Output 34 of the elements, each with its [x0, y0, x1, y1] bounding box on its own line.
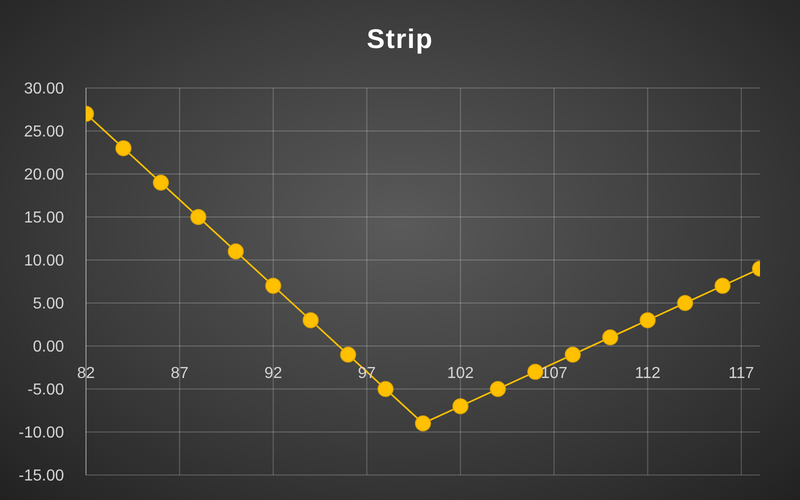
point — [190, 209, 206, 225]
x-tick-label: 87 — [170, 365, 189, 382]
point — [228, 243, 244, 260]
y-tick-label: 15.00 — [24, 210, 64, 227]
x-tick-label: 107 — [540, 365, 568, 382]
point — [640, 312, 656, 328]
point — [415, 415, 431, 432]
y-tick-label: 5.00 — [32, 296, 64, 313]
point — [340, 346, 356, 363]
chart-title: Strip — [366, 23, 434, 56]
x-tick-label: 112 — [634, 365, 661, 382]
y-tick-label: 25.00 — [24, 124, 64, 141]
point — [265, 278, 282, 294]
y-tick-label: -10.00 — [18, 424, 64, 442]
y-tick-label: -5.00 — [28, 382, 64, 399]
point — [602, 329, 618, 346]
y-tick-label: 30.00 — [24, 80, 64, 98]
y-tick-label: -15.00 — [18, 468, 64, 485]
y-tick-label: 10.00 — [24, 252, 64, 270]
point — [677, 295, 694, 311]
point — [527, 364, 544, 380]
x-tick-label: 117 — [728, 365, 754, 382]
y-tick-label: 20.00 — [24, 166, 64, 184]
point — [378, 381, 394, 397]
x-tick-label: 102 — [447, 365, 474, 382]
point — [564, 346, 581, 363]
point — [490, 381, 506, 397]
x-tick-label: 92 — [264, 365, 282, 382]
point — [152, 174, 169, 191]
point — [302, 312, 319, 328]
point — [115, 140, 132, 156]
point — [452, 398, 468, 414]
point — [714, 278, 731, 294]
y-tick-label: 0.00 — [32, 338, 64, 356]
